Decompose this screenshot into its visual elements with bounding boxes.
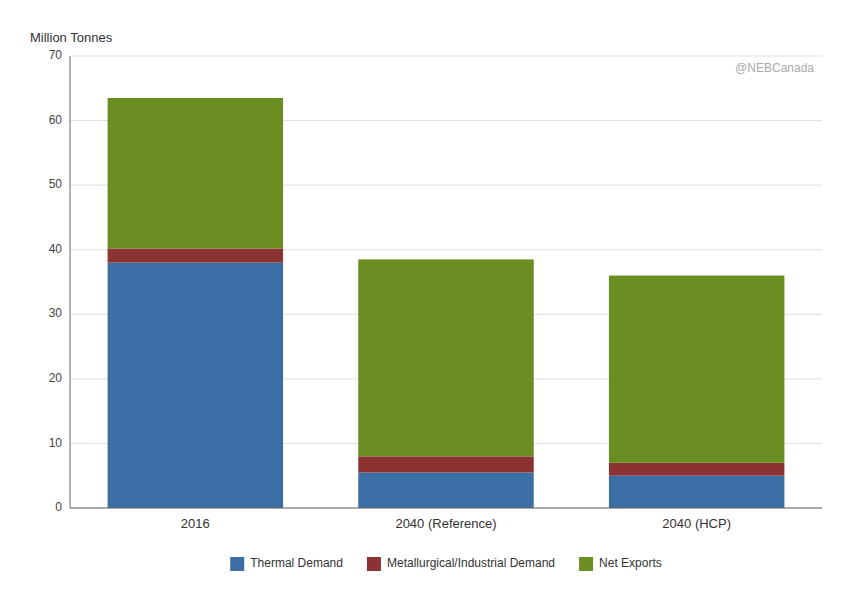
legend-item: Metallurgical/Industrial Demand: [367, 556, 555, 571]
grid-line: [70, 56, 822, 57]
legend-swatch: [579, 557, 593, 571]
y-tick-label: 60: [49, 113, 63, 127]
annotation: @NEBCanada: [735, 61, 814, 75]
y-tick-label: 0: [55, 500, 62, 514]
y-tick-label: 10: [49, 436, 63, 450]
y-axis-line: [70, 56, 71, 508]
legend-item: Thermal Demand: [230, 556, 343, 571]
chart-container: 0 10 20 30 40 50 60 70 2016 2040 (Reference) 2040 …: [0, 0, 846, 604]
bar-segment: [609, 463, 784, 476]
x-tick-label: 2016: [181, 516, 210, 531]
bar-segment: [108, 248, 283, 262]
x-tick-label: 2040 (HCP): [662, 516, 731, 531]
bar-segment: [358, 259, 533, 456]
y-tick-label: 70: [49, 48, 63, 62]
y-tick-label: 30: [49, 306, 63, 320]
legend-label: Thermal Demand: [250, 556, 343, 570]
bar-segment: [108, 98, 283, 248]
y-tick-label: 50: [49, 177, 63, 191]
y-tick-label: 40: [49, 242, 63, 256]
bar-segment: [609, 276, 784, 463]
bar-segment: [108, 263, 283, 508]
legend-label: Net Exports: [599, 556, 662, 570]
x-tick-label: 2040 (Reference): [395, 516, 496, 531]
bar-segment: [609, 476, 784, 508]
chart-svg: 0 10 20 30 40 50 60 70 2016 2040 (Reference) 2040 …: [0, 0, 846, 604]
bar-segment: [358, 456, 533, 472]
y-tick-label: 20: [49, 371, 63, 385]
legend-label: Metallurgical/Industrial Demand: [387, 556, 555, 570]
grid-line: [70, 508, 822, 509]
y-axis-label: Million Tonnes: [30, 30, 113, 45]
bar-segment: [358, 472, 533, 508]
bars: [108, 98, 785, 508]
legend-swatch: [230, 557, 244, 571]
y-grid: [70, 56, 822, 508]
x-axis: 2016 2040 (Reference) 2040 (HCP): [181, 516, 731, 531]
legend-item: Net Exports: [579, 556, 662, 571]
background: [0, 0, 846, 604]
legend: Thermal Demand Metallurgical/Industrial D…: [230, 556, 661, 571]
legend-swatch: [367, 557, 381, 571]
x-axis-line: [70, 508, 822, 509]
y-axis: 0 10 20 30 40 50 60 70: [49, 48, 63, 514]
